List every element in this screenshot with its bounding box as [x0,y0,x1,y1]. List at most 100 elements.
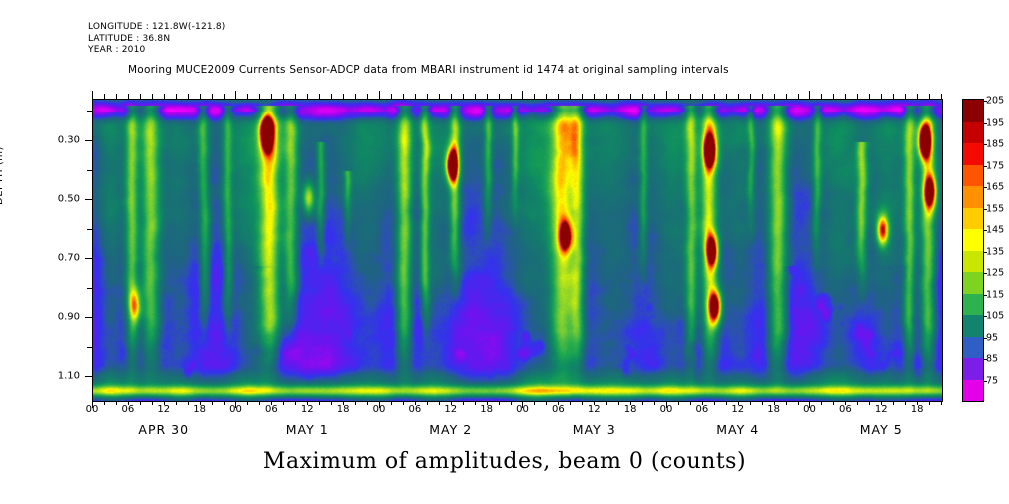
x-axis-top-minor-tick [450,94,452,99]
x-axis-top-minor-tick [414,94,416,99]
x-axis-top-major-tick [522,91,524,99]
x-axis-minor-tick [654,401,655,405]
x-axis-top-major-tick [235,91,237,99]
x-axis-minor-tick [594,401,596,405]
x-axis-hour-label: 12 [587,404,601,415]
x-axis-minor-tick [211,401,213,405]
x-axis-top-minor-tick [498,94,500,99]
x-axis-day-label: MAY 3 [572,422,616,437]
x-axis-top-minor-tick [642,94,644,99]
x-axis-minor-tick [642,401,644,405]
colorbar-tick [983,144,987,145]
x-axis-top-major-tick [378,91,380,99]
y-axis-major-tick [85,140,92,142]
x-axis-minor-tick [725,401,727,405]
x-axis-top-minor-tick [103,94,105,99]
x-axis-minor-tick [534,401,536,405]
x-axis-top-minor-tick [462,94,464,99]
colorbar-tick-label: 85 [986,353,999,365]
x-axis-top-minor-tick [199,94,201,99]
y-axis-minor-tick [87,228,92,230]
y-axis-label: DEPTH (m) [0,146,5,205]
x-axis-top-minor-tick [797,94,799,99]
x-axis-top-minor-tick [881,94,883,99]
x-axis-minor-tick [438,401,440,405]
x-axis-minor-tick [295,401,297,405]
y-axis-tick-label: 0.90 [57,311,80,323]
y-axis-tick-label: 0.70 [57,252,80,264]
colorbar-band [963,358,983,380]
colorbar-band [963,315,983,337]
x-axis-minor-tick [151,401,153,405]
colorbar-tick-label: 205 [986,95,1005,107]
x-axis-minor-tick [929,401,931,405]
x-axis-minor-tick [893,401,895,405]
x-axis-minor-tick [905,401,907,405]
y-axis-major-tick [85,376,92,378]
colorbar-tick-label: 125 [986,267,1005,279]
colorbar-tick [983,101,987,102]
x-axis-minor-tick [689,401,691,405]
x-axis-top-major-tick [665,91,667,99]
x-axis-day-labels: APR 30 MAY 1 MAY 2 MAY 3 MAY 4 MAY 5 [92,422,943,440]
x-axis-minor-tick [486,401,488,405]
x-axis-top-minor-tick [486,94,488,99]
x-axis-minor-tick [319,401,321,405]
x-axis-minor-tick [773,401,775,405]
colorbar-tick [983,122,987,124]
x-axis-top-minor-tick [737,94,739,99]
x-axis-top-minor-tick [917,94,919,99]
colorbar-tick-label: 165 [986,181,1005,193]
x-axis-minor-tick [139,401,141,405]
x-axis-top-minor-tick [271,94,273,99]
x-axis-minor-tick [331,401,333,405]
y-axis-tick-labels: 0.30 0.50 0.70 0.90 1.10 [24,99,80,400]
x-axis-minor-tick [558,401,560,405]
x-axis-minor-tick [390,401,392,405]
plot-title: Mooring MUCE2009 Currents Sensor-ADCP da… [128,64,729,76]
x-axis-top-minor-tick [211,94,213,99]
x-axis-top-minor-tick [630,94,632,99]
colorbar-band [963,207,983,229]
x-axis-top-minor-tick [618,94,620,99]
x-axis-top-minor-tick [773,94,775,99]
year-text: YEAR : 2010 [88,45,146,55]
x-axis-top-minor-tick [606,94,608,99]
x-axis-top-minor-tick [355,94,357,99]
x-axis-top-minor-tick [115,94,117,99]
x-axis-day-label: MAY 4 [716,422,760,437]
x-axis-minor-tick [881,401,883,405]
x-axis-top-minor-tick [749,94,751,99]
x-axis-top-minor-tick [127,94,129,99]
x-axis-minor-tick [917,401,919,405]
colorbar-tick-label: 75 [986,375,999,386]
x-axis-minor-tick [450,401,452,405]
x-axis-minor-tick [163,401,165,405]
heatmap-canvas-holder [93,100,942,401]
y-axis-minor-tick [87,110,92,112]
x-axis-top-minor-tick [259,94,261,99]
colorbar-tick-label: 115 [986,289,1005,300]
colorbar-band [963,272,983,294]
x-axis-minor-tick [127,401,129,405]
x-axis-top-minor-tick [474,94,476,99]
x-axis-top-major-tick [92,91,93,99]
x-axis-top-minor-tick [582,94,584,99]
x-axis-major-tick [522,401,524,408]
x-axis-hour-label: 06 [838,404,852,415]
x-axis-hour-label: 12 [874,404,888,415]
x-axis-top-minor-tick [534,94,536,99]
x-axis-minor-tick [271,401,273,405]
x-axis-day-label: MAY 2 [429,422,473,437]
x-axis-minor-tick [474,401,476,405]
figure-caption: Maximum of amplitudes, beam 0 (counts) [262,449,747,474]
x-axis-minor-tick [510,401,512,405]
x-axis-top-minor-tick [821,94,823,99]
x-axis-minor-tick [175,401,177,405]
colorbar-band [963,336,983,358]
heatmap-plot-area[interactable] [92,99,943,402]
x-axis-top-minor-tick [510,94,512,99]
colorbar-tick [983,359,987,360]
x-axis-minor-tick [941,401,942,405]
x-axis-top-minor-tick [677,94,679,99]
